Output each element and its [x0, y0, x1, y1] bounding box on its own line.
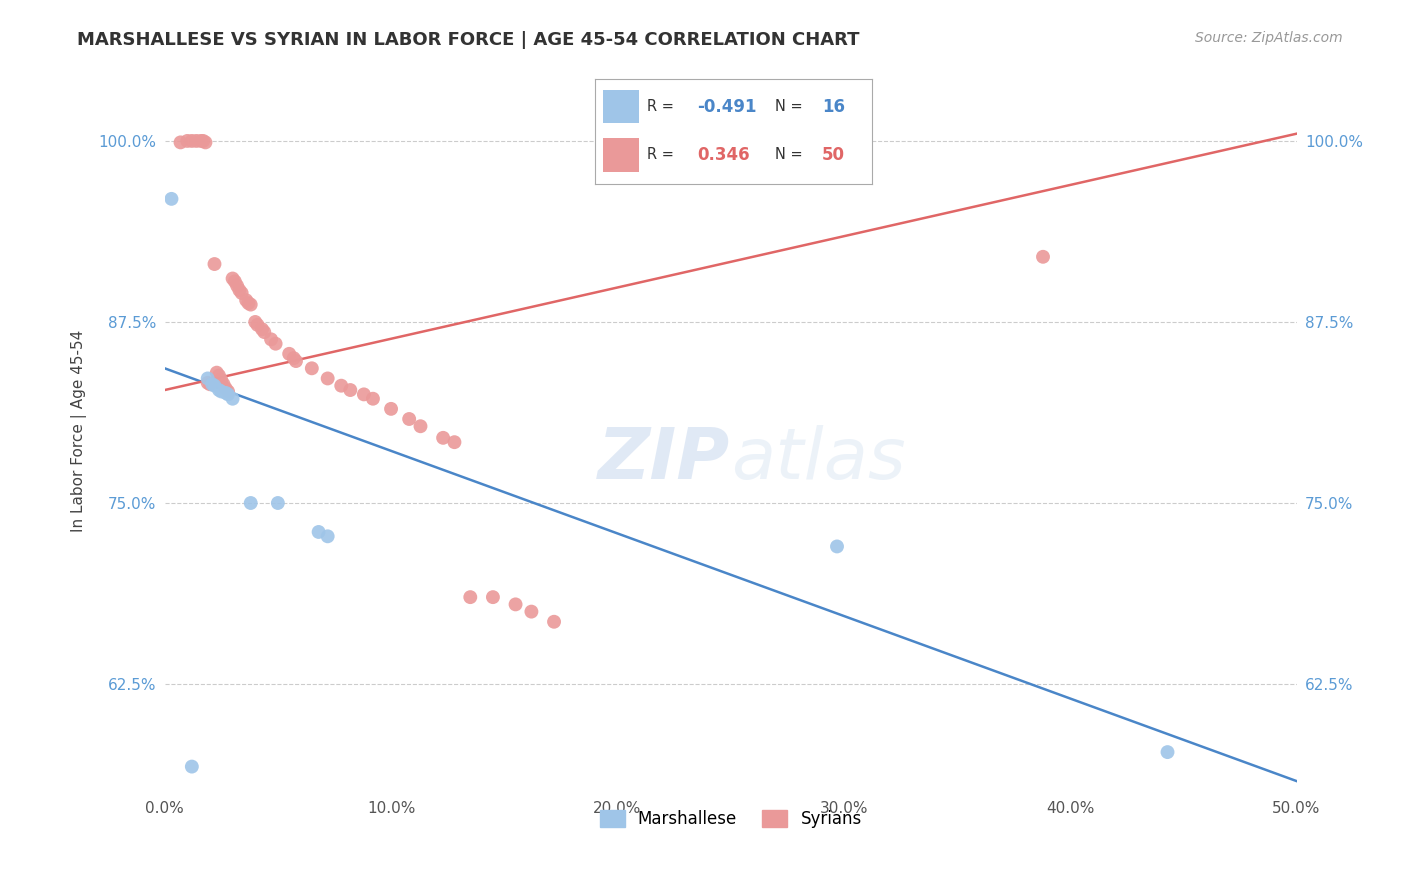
- Point: [520, 605, 543, 619]
- Point: [398, 412, 420, 426]
- Point: [169, 136, 191, 150]
- Point: [443, 435, 465, 450]
- Point: [380, 401, 402, 416]
- Point: [194, 136, 217, 150]
- Point: [409, 419, 432, 434]
- Point: [308, 524, 330, 539]
- Point: [197, 376, 219, 390]
- Text: atlas: atlas: [731, 425, 905, 494]
- Point: [505, 598, 527, 612]
- Point: [482, 590, 505, 604]
- Point: [204, 257, 226, 271]
- Point: [186, 134, 208, 148]
- Point: [160, 192, 183, 206]
- Point: [353, 387, 375, 401]
- Point: [458, 590, 481, 604]
- Point: [176, 134, 198, 148]
- Point: [339, 383, 361, 397]
- Y-axis label: In Labor Force | Age 45-54: In Labor Force | Age 45-54: [72, 329, 87, 532]
- Point: [316, 529, 339, 543]
- Point: [228, 283, 250, 297]
- Point: [301, 361, 323, 376]
- Point: [543, 615, 565, 629]
- Point: [267, 496, 290, 510]
- Point: [250, 322, 273, 336]
- Point: [205, 366, 228, 380]
- Text: Source: ZipAtlas.com: Source: ZipAtlas.com: [1195, 31, 1343, 45]
- Point: [283, 351, 305, 366]
- Point: [221, 392, 243, 406]
- Point: [180, 134, 202, 148]
- Point: [197, 371, 219, 385]
- Point: [221, 271, 243, 285]
- Point: [180, 759, 202, 773]
- Point: [825, 540, 848, 554]
- Point: [246, 318, 269, 332]
- Legend: Marshallese, Syrians: Marshallese, Syrians: [593, 804, 869, 835]
- Point: [204, 378, 226, 392]
- Point: [212, 377, 235, 392]
- Point: [432, 431, 454, 445]
- Point: [226, 278, 249, 293]
- Point: [245, 315, 267, 329]
- Point: [215, 382, 238, 396]
- Point: [361, 392, 384, 406]
- Point: [1032, 250, 1054, 264]
- Point: [217, 384, 239, 399]
- Point: [208, 383, 231, 397]
- Point: [285, 354, 308, 368]
- Text: ZIP: ZIP: [599, 425, 731, 494]
- Point: [208, 368, 231, 383]
- Point: [231, 285, 253, 300]
- Point: [239, 297, 262, 311]
- Point: [260, 332, 283, 346]
- Point: [224, 274, 246, 288]
- Point: [239, 496, 262, 510]
- Point: [253, 325, 276, 339]
- Point: [316, 371, 339, 385]
- Point: [198, 377, 221, 392]
- Point: [201, 377, 224, 392]
- Point: [215, 386, 238, 401]
- Point: [238, 296, 260, 310]
- Point: [193, 134, 215, 148]
- Point: [235, 293, 257, 308]
- Text: MARSHALLESE VS SYRIAN IN LABOR FORCE | AGE 45-54 CORRELATION CHART: MARSHALLESE VS SYRIAN IN LABOR FORCE | A…: [77, 31, 860, 49]
- Point: [330, 378, 353, 392]
- Point: [264, 336, 287, 351]
- Point: [1156, 745, 1178, 759]
- Point: [209, 384, 232, 399]
- Point: [209, 373, 232, 387]
- Point: [278, 347, 301, 361]
- Point: [190, 134, 212, 148]
- Point: [217, 387, 239, 401]
